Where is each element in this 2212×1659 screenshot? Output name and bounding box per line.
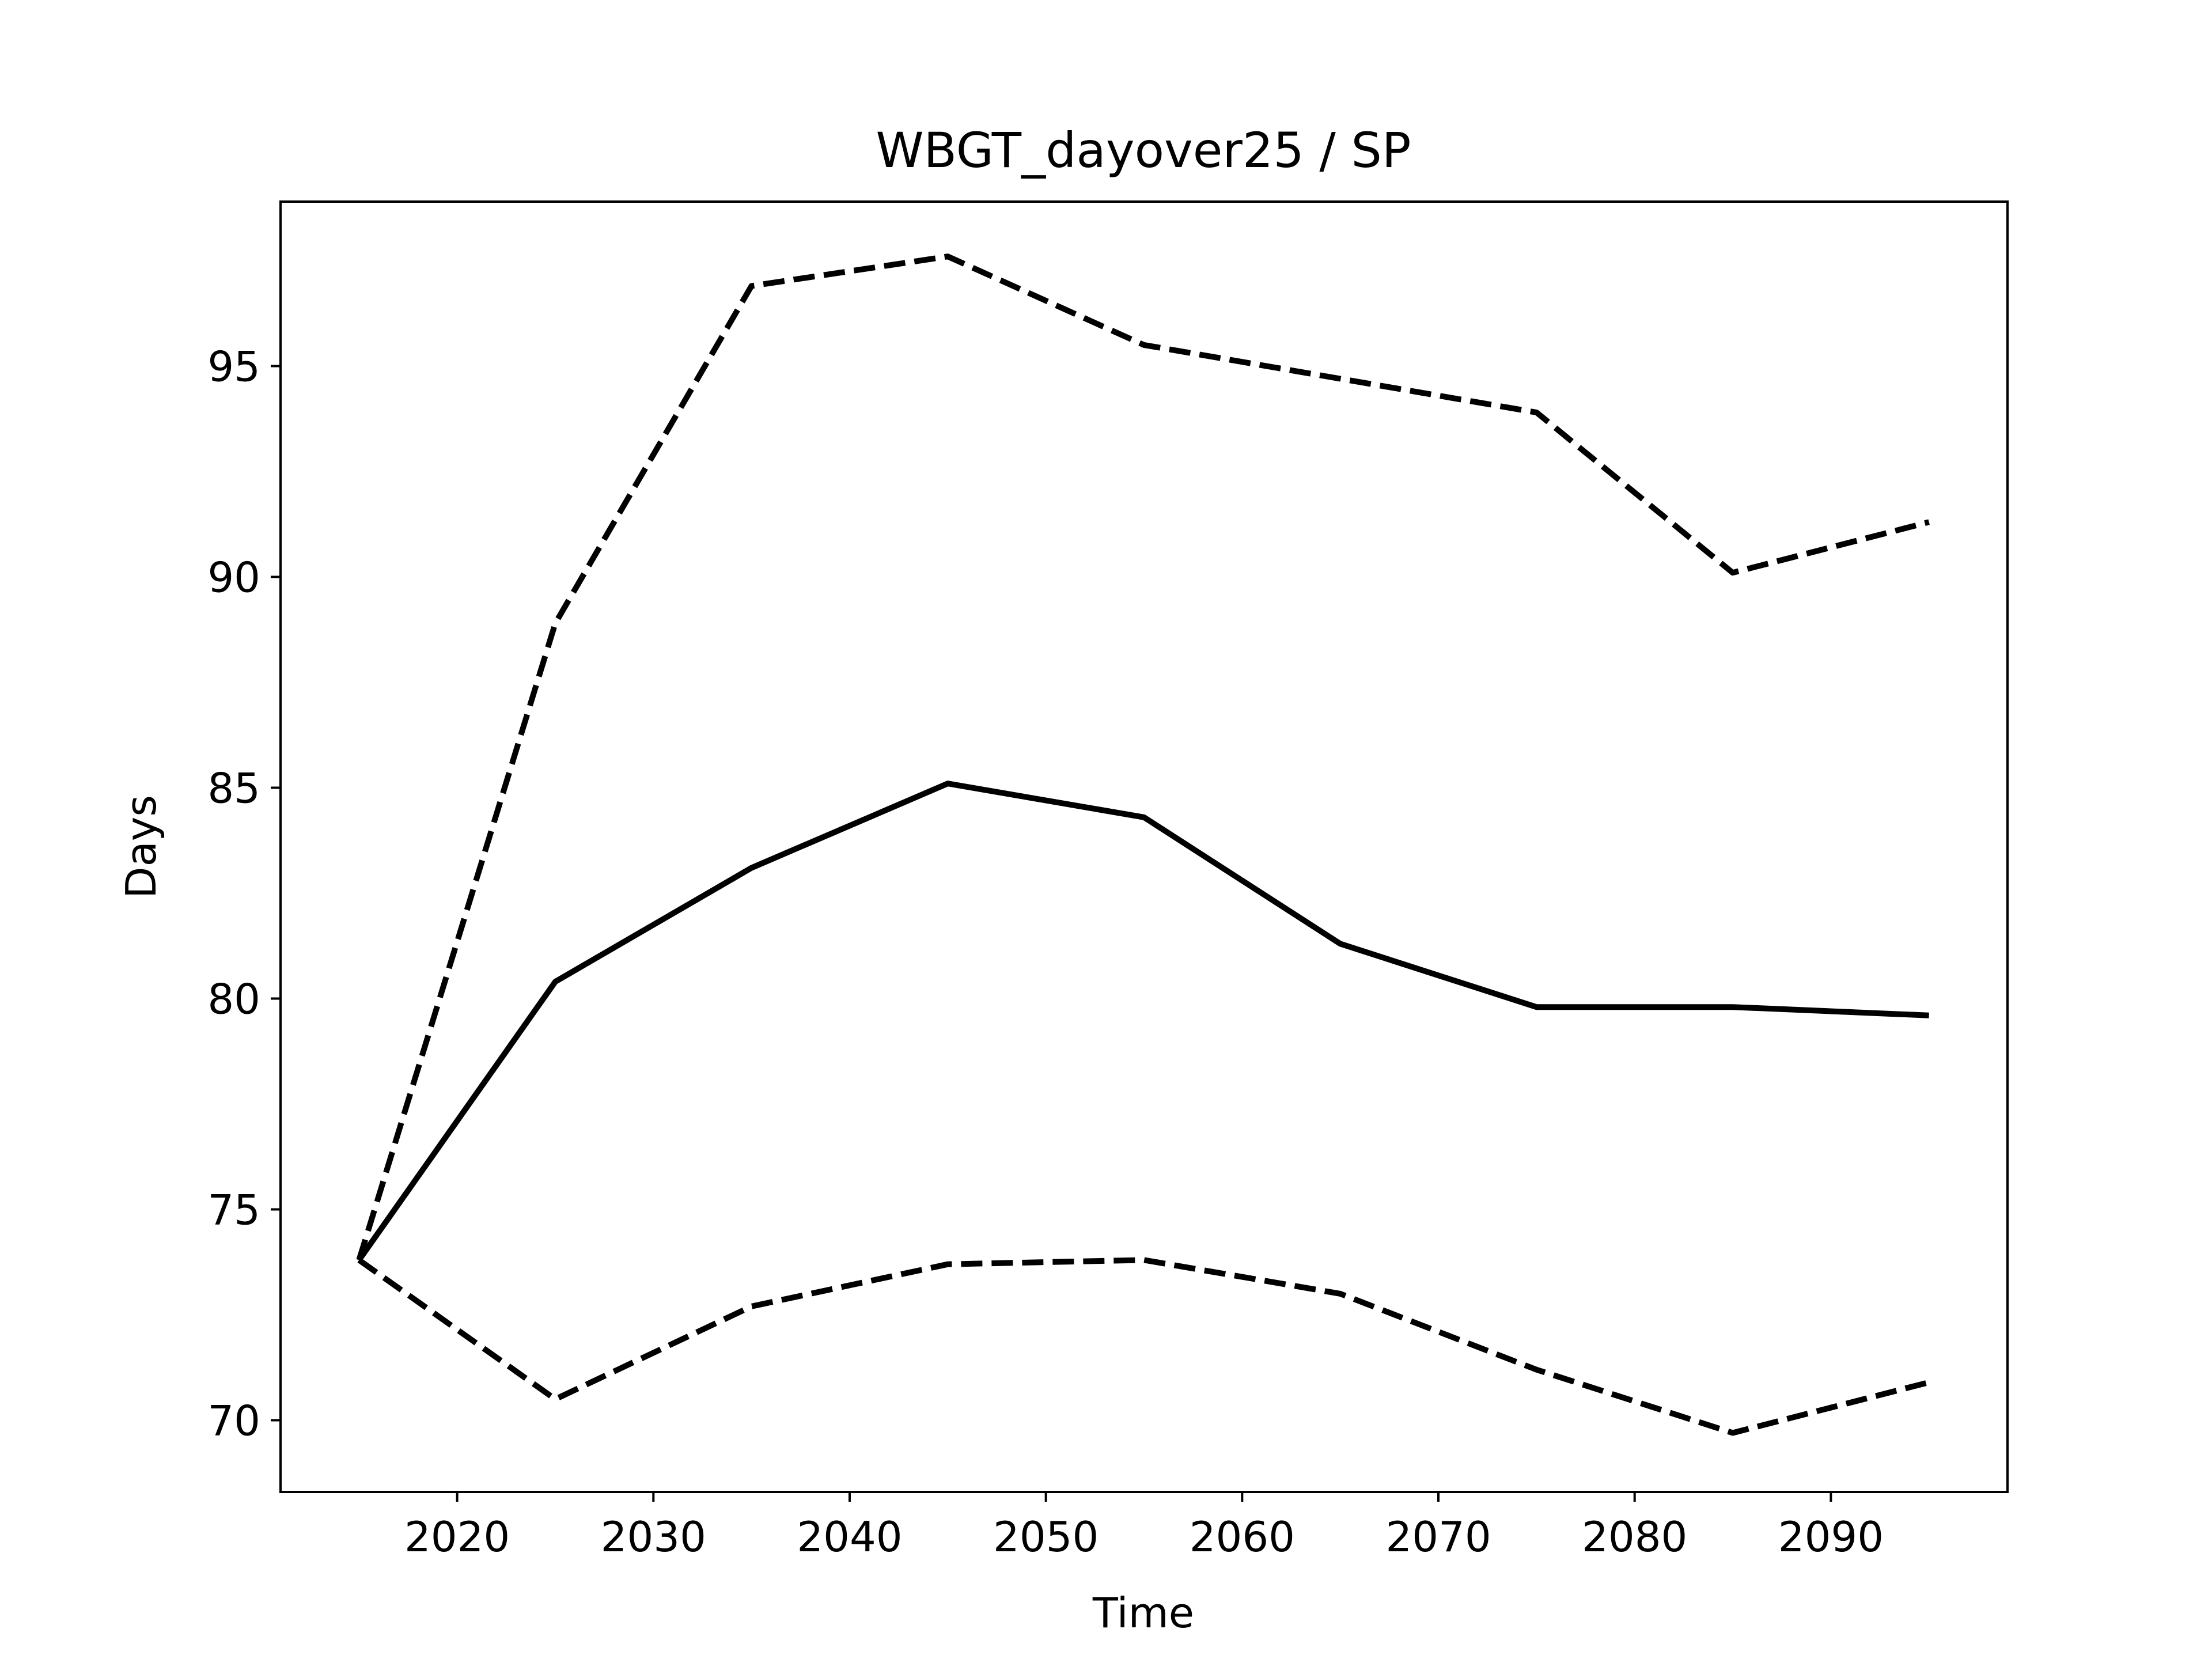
- chart-title: WBGT_dayover25 / SP: [876, 122, 1411, 179]
- y-tick-label: 80: [207, 975, 260, 1024]
- x-tick-label: 2090: [1778, 1513, 1884, 1561]
- series-line-3: [357, 1257, 1930, 1436]
- x-axis-ticks: 2020 2030 2040 2050 2060 2070 2080 2090: [404, 1492, 1884, 1561]
- plot-area-frame: [279, 200, 2009, 1493]
- x-tick-label: 2070: [1385, 1513, 1491, 1561]
- x-tick-label: 2050: [993, 1513, 1099, 1561]
- series-line-2: [357, 781, 1929, 1262]
- y-tick-label: 70: [207, 1397, 260, 1445]
- x-axis-label: Time: [1092, 1589, 1194, 1637]
- x-tick-label: 2080: [1582, 1513, 1687, 1561]
- series-layer: [356, 253, 1930, 1436]
- x-tick-label: 2020: [404, 1513, 510, 1561]
- y-tick-label: 90: [207, 554, 260, 602]
- y-tick-label: 95: [207, 342, 260, 391]
- x-tick-label: 2060: [1190, 1513, 1295, 1561]
- y-axis-label: Days: [117, 795, 165, 899]
- series-line-1: [356, 253, 1930, 1261]
- y-tick-label: 85: [207, 764, 260, 813]
- y-axis-ticks: 70 75 80 85 90 95: [207, 342, 281, 1445]
- x-tick-label: 2040: [797, 1513, 902, 1561]
- y-tick-label: 75: [207, 1186, 260, 1234]
- x-tick-label: 2030: [601, 1513, 706, 1561]
